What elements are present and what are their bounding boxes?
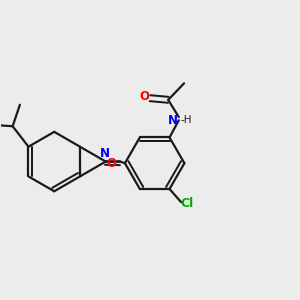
Text: O: O — [106, 157, 116, 170]
Text: -H: -H — [180, 115, 192, 125]
Text: N: N — [100, 148, 110, 160]
Text: N: N — [167, 114, 178, 127]
Text: O: O — [140, 90, 149, 103]
Text: Cl: Cl — [180, 197, 194, 210]
